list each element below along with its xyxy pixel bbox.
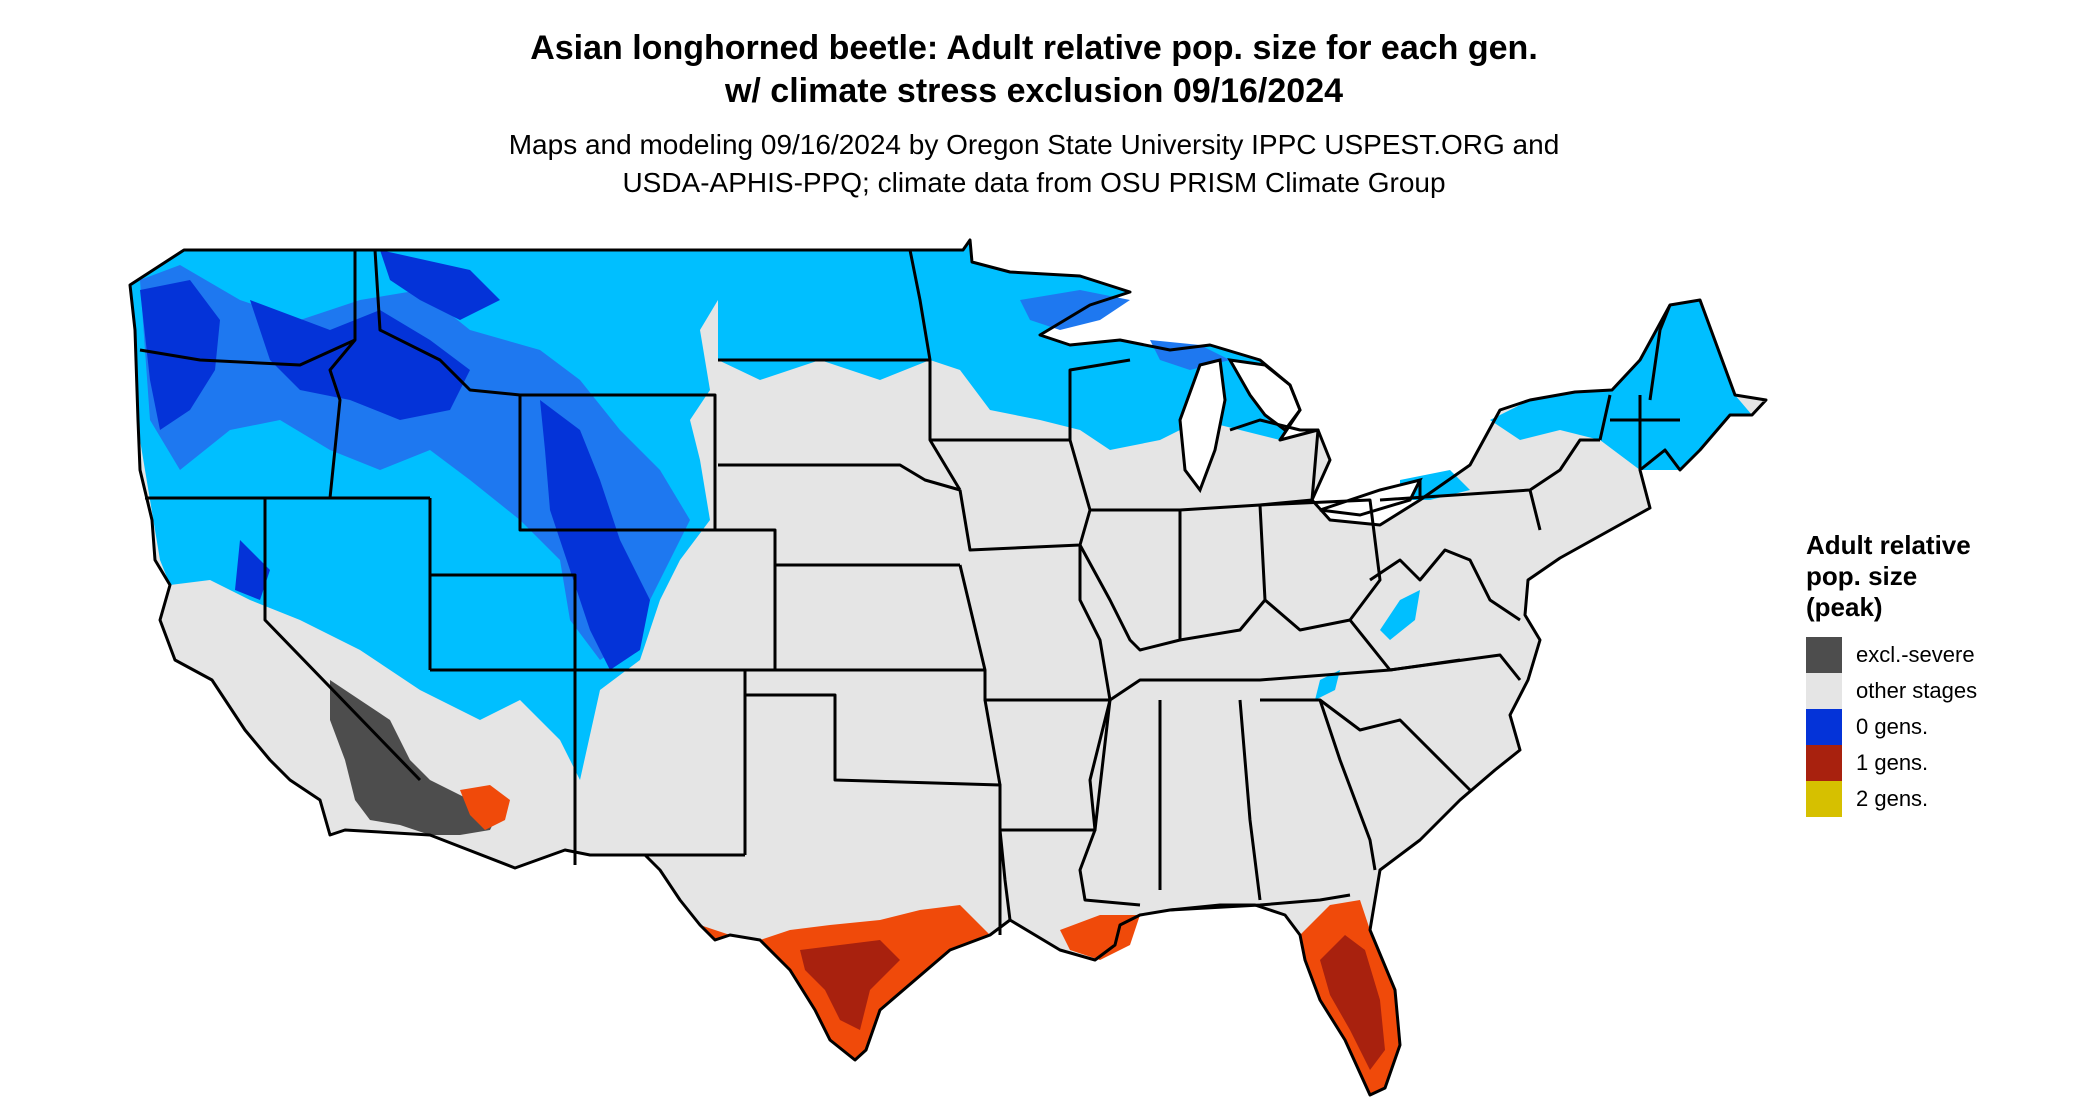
border-dakotas-mn [908,249,962,491]
border-fl-ga [1169,893,1351,912]
legend-title-line1: Adult relative [1806,530,1971,560]
florida-dark-red [1320,935,1385,1070]
legend-label: 0 gens. [1856,714,1929,739]
legend-label: excl.-severe [1856,642,1975,667]
lake-erie [1319,477,1423,517]
border-va-wv [1348,548,1521,671]
map-subtitle-line1: Maps and modeling 09/16/2024 by Oregon S… [508,129,1560,160]
legend-items: excl.-severe other stages 0 gens. 1 gens… [1806,637,2066,817]
state-borders [128,238,1768,1097]
legend-swatch [1806,709,1842,745]
border-in-oh [1179,498,1382,642]
legend-swatch [1806,673,1842,709]
conus-outline [128,238,1768,1097]
map-title-line2: w/ climate stress exclusion 09/16/2024 [724,72,1344,110]
legend-label: 1 gens. [1856,750,1929,775]
border-wi-il [1068,358,1180,512]
upper-midwest-blue [718,240,1300,450]
legend-swatch [1806,781,1842,817]
west-dark-blue [140,250,650,670]
excluded-severe-area [330,680,500,835]
border-la [998,829,1141,921]
border-nv-ca [263,498,422,782]
border-wa-or [139,338,356,367]
southwest-red [460,785,510,830]
map-subtitle-line2: USDA-APHIS-PPQ; climate data from OSU PR… [622,167,1446,198]
border-michigan [1229,418,1320,507]
legend-item-excl-severe: excl.-severe [1806,637,2066,673]
border-ar-la [983,699,1112,832]
border-sd-ne [718,463,961,492]
border-il [1078,510,1182,652]
lake-michigan [1178,358,1227,494]
legend-swatch [1806,745,1842,781]
legend-title-line2: pop. size [1806,561,1918,591]
legend-title-line3: (peak) [1806,592,1883,622]
map-title-line1: Asian longhorned beetle: Adult relative … [530,29,1538,67]
border-pa-ny [1379,438,1600,531]
legend-item-other-stages: other stages [1806,673,2066,709]
great-lakes [1178,358,1423,517]
legend-item-2-gens: 2 gens. [1806,781,2066,817]
gulf-coast-dark-red [800,940,900,1030]
border-carolinas [1319,653,1522,792]
legend-label: 2 gens. [1856,786,1929,811]
border-id-west [328,250,357,499]
legend-label: other stages [1856,678,1978,703]
border-ms-al-ga [1093,698,1377,901]
border-new-england [1598,304,1680,470]
appalachian-blue [1315,590,1420,700]
legend-title: Adult relative pop. size (peak) [1806,530,2066,623]
legend-item-0-gens: 0 gens. [1806,709,2066,745]
legend: Adult relative pop. size (peak) excl.-se… [1806,530,2066,817]
legend-item-1-gens: 1 gens. [1806,745,2066,781]
legend-swatch [1806,637,1842,673]
